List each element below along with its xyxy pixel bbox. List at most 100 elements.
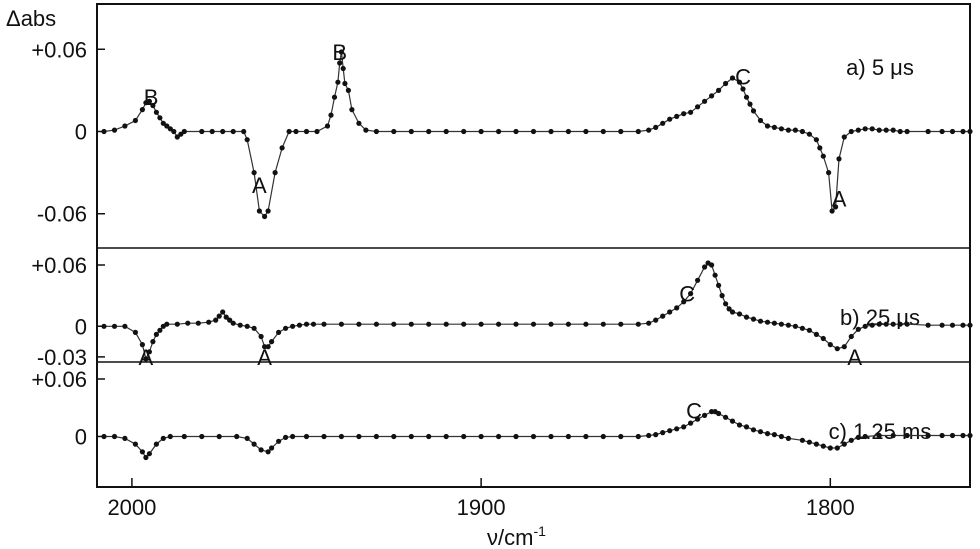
data-point [262,213,268,220]
data-point [461,128,467,135]
data-point [876,127,882,133]
data-point [674,113,680,119]
data-point [939,432,945,439]
data-point [251,325,257,331]
data-point [836,156,842,162]
data-point [548,128,554,135]
data-point [841,134,847,140]
data-point [283,434,289,440]
data-point [583,433,589,440]
data-point [778,433,785,440]
data-point [251,441,257,447]
y-tick-label-0: +0.06 [31,37,87,62]
data-point [391,128,397,135]
data-point [345,87,351,93]
data-point [688,109,694,115]
data-point [646,127,652,133]
data-point [736,311,743,317]
data-point [681,111,687,117]
y-tick-label-0: +0.06 [31,253,87,278]
data-point [862,433,868,440]
data-point [146,98,152,104]
data-point [862,323,868,329]
data-point [583,128,589,135]
data-point [967,432,973,439]
data-point [167,126,173,132]
data-point [272,170,278,176]
data-point [146,349,152,355]
data-point [709,93,715,99]
data-point [256,208,262,214]
data-point [883,127,889,133]
y-tick-label-2: -0.03 [37,345,87,370]
data-point [726,306,732,312]
data-point [904,128,910,135]
panel-label: c) 1.25 ms [829,419,932,444]
data-point [513,128,519,135]
data-point [181,433,187,440]
panel-1: +0.060-0.03b) 25 μsA ACA [31,253,973,370]
data-point [338,321,344,327]
data-point [949,128,956,135]
data-point [122,123,128,129]
data-point [548,433,554,440]
y-tick-label-1: 0 [75,424,87,449]
data-point [408,433,414,440]
data-point [153,109,159,115]
peak-label-b: B [144,85,159,110]
data-point [960,432,966,439]
data-point [199,128,205,135]
data-point [848,128,854,135]
data-point [869,126,875,132]
data-point [310,321,317,327]
data-point [653,124,659,130]
data-point [443,321,449,327]
data-point [530,321,537,327]
data-point [618,321,624,327]
data-point [244,435,250,441]
data-point [478,128,484,135]
data-point [349,107,355,113]
data-point [150,339,156,345]
peak-label-a: A [257,345,272,370]
data-point [723,80,729,87]
data-point [111,127,118,133]
data-point [695,416,701,422]
data-point [258,333,264,340]
data-point [716,87,722,93]
data-point [167,433,173,440]
data-point [337,60,343,66]
series-line [104,411,970,459]
data-point [939,128,945,135]
data-point [185,320,191,326]
data-point [716,282,722,288]
x-tick-label-2: 1800 [806,495,855,520]
data-point [747,101,753,107]
data-point [328,112,334,118]
data-point [139,107,145,113]
data-point [234,433,240,440]
data-point [820,443,826,449]
data-point [283,325,289,331]
data-point [216,433,222,440]
data-point [195,320,201,326]
data-point [143,356,149,362]
data-point [269,445,275,451]
data-point [757,318,764,324]
data-point [171,128,177,135]
data-point [729,418,736,424]
peak-label-c: C [735,65,751,90]
data-point [764,319,771,325]
data-point [750,108,757,114]
data-point [949,322,956,328]
data-point [925,322,931,328]
data-point [230,320,236,326]
data-point [160,120,166,126]
data-point [967,322,973,328]
data-point [764,431,771,437]
peak-label-a: A [847,345,862,370]
data-point [408,321,414,327]
data-point [869,322,875,328]
data-point [321,433,327,440]
data-point [855,127,861,133]
